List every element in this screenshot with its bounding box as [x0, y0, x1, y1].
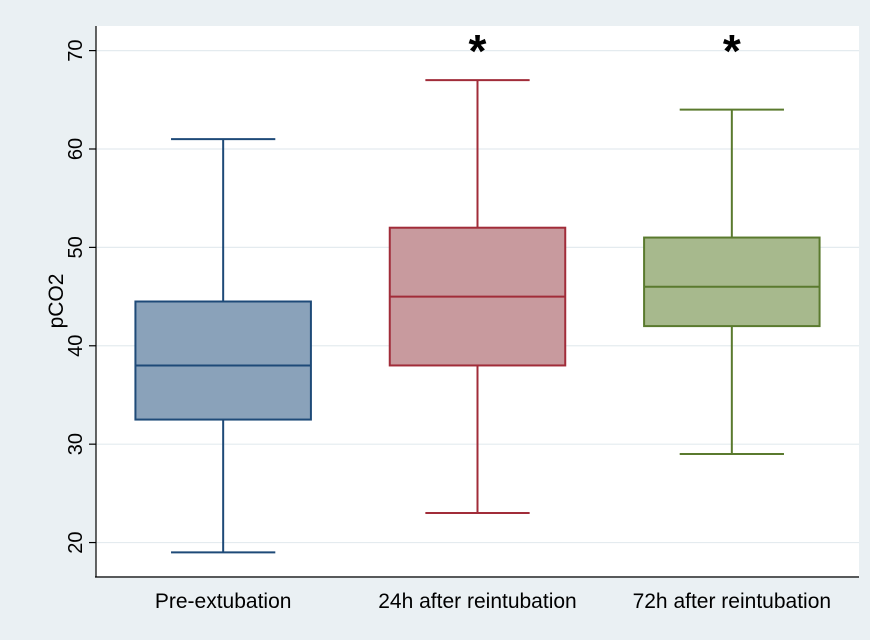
x-tick-labels: Pre-extubation 24h after reintubation 72h … — [155, 590, 831, 613]
significance-marker-2: * — [469, 25, 487, 77]
y-ticks: 20 30 40 50 60 70 — [65, 39, 96, 554]
y-tick-label-70: 70 — [65, 39, 87, 61]
significance-marker-3: * — [723, 25, 741, 77]
box-group-3: * — [643, 25, 821, 456]
x-category-label-3: 72h after reintubation — [633, 590, 831, 613]
x-category-label-1: Pre-extubation — [155, 590, 292, 613]
x-category-label-2: 24h after reintubation — [378, 590, 576, 613]
boxes: * * — [134, 25, 821, 554]
y-tick-label-60: 60 — [65, 138, 87, 160]
box-group-1 — [134, 138, 312, 554]
y-tick-label-20: 20 — [65, 531, 87, 553]
y-tick-label-30: 30 — [65, 433, 87, 455]
iqr-box-3 — [643, 236, 821, 328]
y-tick-label-50: 50 — [65, 236, 87, 258]
box-group-2: * — [388, 25, 567, 515]
y-axis-title: pCO2 — [45, 274, 68, 329]
y-tick-label-40: 40 — [65, 335, 87, 357]
iqr-box-1 — [134, 300, 312, 421]
